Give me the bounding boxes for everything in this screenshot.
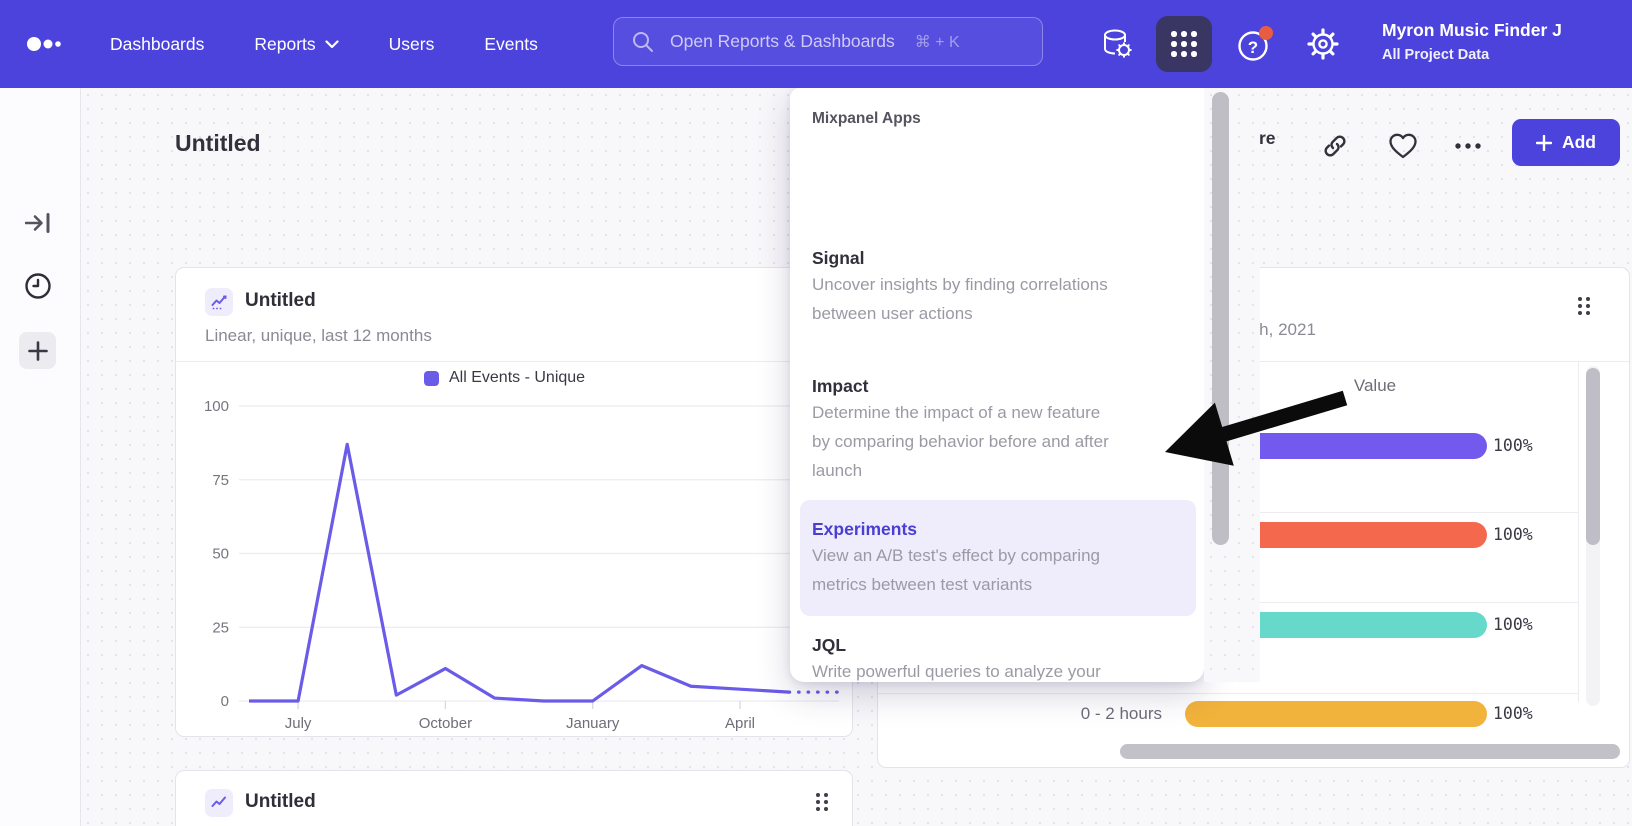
left-rail bbox=[0, 88, 81, 826]
svg-text:?: ? bbox=[1248, 38, 1258, 57]
help-icon: ? bbox=[1238, 26, 1273, 61]
nav-item-users[interactable]: Users bbox=[388, 33, 435, 54]
line-chart-icon bbox=[205, 288, 233, 316]
heart-icon bbox=[1389, 133, 1417, 159]
apps-menu-item-description: by comparing behavior before and after bbox=[812, 432, 1109, 451]
insight-card-line: Untitled Linear, unique, last 12 months … bbox=[175, 267, 853, 737]
mixpanel-logo-icon[interactable] bbox=[26, 36, 66, 52]
svg-text:July: July bbox=[285, 715, 312, 732]
apps-menu-item-impact[interactable]: Impact Determine the impact of a new feat… bbox=[812, 374, 1184, 485]
apps-menu-item-signal[interactable]: Signal Uncover insights by finding correl… bbox=[812, 246, 1184, 328]
search-input[interactable]: Open Reports & Dashboards ⌘ + K bbox=[613, 17, 1043, 66]
apps-menu-scrollbar[interactable] bbox=[1212, 92, 1229, 545]
project-name: All Project Data bbox=[1382, 47, 1490, 63]
page-title: Untitled bbox=[175, 130, 261, 156]
insight-card-bottom: Untitled bbox=[175, 770, 853, 826]
add-button[interactable]: Add bbox=[1512, 119, 1620, 166]
user-name: Myron Music Finder J bbox=[1382, 20, 1562, 40]
apps-menu-item-title: Signal bbox=[812, 248, 865, 268]
card-divider bbox=[176, 361, 852, 362]
chart-legend[interactable]: All Events - Unique bbox=[424, 369, 585, 387]
apps-menu-item-experiments[interactable]: Experiments View an A/B test's effect by … bbox=[800, 500, 1196, 616]
link-icon bbox=[1324, 135, 1346, 157]
ellipsis-icon bbox=[1455, 143, 1481, 149]
plus-icon bbox=[1535, 134, 1552, 151]
apps-menu-item-description: between user actions bbox=[812, 304, 973, 323]
add-button-label: Add bbox=[1561, 132, 1597, 152]
share-button-fragment[interactable]: re bbox=[1259, 128, 1276, 148]
nav-item-events[interactable]: Events bbox=[484, 33, 538, 54]
svg-text:100: 100 bbox=[204, 398, 229, 415]
svg-text:25: 25 bbox=[212, 619, 229, 636]
row-separator bbox=[878, 693, 1578, 694]
card-title[interactable]: Untitled bbox=[245, 290, 316, 311]
nav-item-reports[interactable]: Reports bbox=[254, 34, 339, 55]
value-percent: 100% bbox=[1493, 615, 1533, 634]
apps-menu-item-description: Write powerful queries to analyze your bbox=[812, 662, 1101, 681]
value-bar[interactable] bbox=[1185, 701, 1487, 727]
apps-menu-item-title: JQL bbox=[812, 635, 847, 655]
settings-button[interactable] bbox=[1302, 23, 1344, 65]
apps-menu-item-description: metrics between test variants bbox=[812, 575, 1033, 594]
account-menu[interactable]: Myron Music Finder J All Project Data bbox=[1382, 20, 1632, 63]
add-board-button[interactable] bbox=[19, 332, 56, 369]
chevron-down-icon bbox=[325, 39, 339, 48]
svg-text:October: October bbox=[419, 715, 472, 732]
help-button[interactable]: ? bbox=[1234, 23, 1276, 65]
line-chart-icon bbox=[205, 789, 233, 817]
notification-dot bbox=[1259, 26, 1273, 40]
row-label: 0 - 2 hours bbox=[1080, 704, 1162, 723]
apps-menu-item-description: View an A/B test's effect by comparing bbox=[812, 546, 1100, 565]
value-column-header: Value bbox=[1353, 376, 1397, 395]
favorite-button[interactable] bbox=[1383, 126, 1423, 166]
card-date-fragment: 0th, 2021 bbox=[1245, 320, 1316, 339]
data-management-button[interactable] bbox=[1096, 23, 1138, 65]
card-subtitle: Linear, unique, last 12 months bbox=[205, 326, 432, 345]
table-vertical-scrollbar[interactable] bbox=[1586, 368, 1600, 545]
plus-icon bbox=[27, 340, 48, 361]
svg-text:75: 75 bbox=[212, 472, 229, 489]
card-drag-handle-icon[interactable] bbox=[1576, 295, 1594, 317]
apps-menu-item-description: launch bbox=[812, 461, 863, 480]
clock-icon bbox=[24, 272, 51, 299]
apps-dropdown-menu: Mixpanel Apps Signal Uncover insights by … bbox=[790, 88, 1204, 682]
legend-swatch bbox=[424, 370, 439, 386]
svg-text:0: 0 bbox=[221, 693, 229, 710]
arrow-bar-right-icon bbox=[24, 212, 49, 233]
gear-icon bbox=[1307, 28, 1339, 60]
apps-menu-item-description: Uncover insights by finding correlations bbox=[812, 275, 1108, 294]
nav-item-dashboards[interactable]: Dashboards bbox=[110, 33, 205, 54]
primary-nav: Dashboards Reports Users Events bbox=[110, 0, 538, 88]
apps-menu-item-description: Determine the impact of a new feature bbox=[812, 403, 1101, 422]
value-percent: 100% bbox=[1493, 525, 1533, 544]
card-title[interactable]: Untitled bbox=[245, 791, 316, 812]
apps-menu-item-jql[interactable]: JQL Write powerful queries to analyze you… bbox=[812, 633, 1184, 682]
more-options-button[interactable] bbox=[1448, 126, 1488, 166]
copy-link-button[interactable] bbox=[1315, 126, 1355, 166]
recents-button[interactable] bbox=[19, 267, 56, 304]
top-navigation-bar: Dashboards Reports Users Events Open Report… bbox=[0, 0, 1632, 88]
database-gear-icon bbox=[1104, 29, 1132, 58]
apps-grid-icon bbox=[1171, 31, 1197, 57]
search-shortcut: ⌘ + K bbox=[914, 33, 960, 51]
search-icon bbox=[633, 31, 653, 52]
table-right-border bbox=[1578, 362, 1579, 702]
apps-menu-header: Mixpanel Apps bbox=[812, 110, 921, 127]
apps-grid-button[interactable] bbox=[1156, 16, 1212, 72]
card-horizontal-scrollbar[interactable] bbox=[1120, 744, 1620, 759]
apps-menu-item-title: Impact bbox=[812, 376, 869, 396]
value-percent: 100% bbox=[1493, 704, 1533, 723]
expand-sidebar-button[interactable] bbox=[19, 204, 56, 241]
apps-menu-item-title: Experiments bbox=[812, 519, 918, 539]
legend-label: All Events - Unique bbox=[449, 369, 586, 386]
svg-text:April: April bbox=[725, 715, 755, 732]
value-percent: 100% bbox=[1493, 436, 1533, 455]
search-placeholder: Open Reports & Dashboards bbox=[670, 31, 895, 51]
svg-text:50: 50 bbox=[212, 546, 229, 563]
line-chart[interactable]: 0 25 50 75 100 July October January April bbox=[176, 362, 852, 737]
svg-text:January: January bbox=[566, 715, 620, 732]
card-drag-handle-icon[interactable] bbox=[814, 791, 832, 813]
